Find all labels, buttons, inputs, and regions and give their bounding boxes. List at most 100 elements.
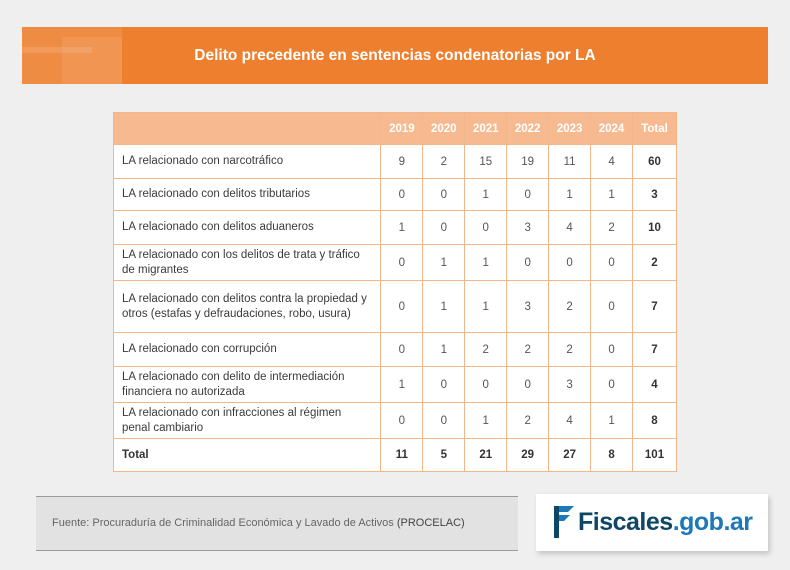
cell-value: 0 (506, 244, 550, 281)
banner-decoration (22, 27, 122, 84)
cell-value: 9 (380, 144, 424, 179)
total-value: 8 (590, 438, 634, 472)
header-year: 2019 (380, 112, 424, 145)
cell-value: 1 (380, 210, 424, 245)
row-total: 60 (632, 144, 677, 179)
table-row: LA relacionado con corrupción 0 1 2 2 2 … (112, 332, 677, 367)
table-row: LA relacionado con infracciones al régim… (112, 402, 677, 439)
fiscales-logo[interactable]: Fiscales.gob.ar (536, 494, 768, 551)
row-total: 7 (632, 332, 677, 367)
cell-value: 0 (464, 366, 508, 403)
row-label: LA relacionado con delitos tributarios (112, 178, 382, 211)
table-total-row: Total 11 5 21 29 27 8 101 (112, 438, 677, 472)
cell-value: 2 (548, 280, 592, 333)
table-row: LA relacionado con narcotráfico 9 2 15 1… (112, 144, 677, 179)
cell-value: 0 (590, 332, 634, 367)
cell-value: 0 (380, 244, 424, 281)
cell-value: 1 (548, 178, 592, 211)
cell-value: 11 (548, 144, 592, 179)
total-value: 11 (380, 438, 424, 472)
cell-value: 0 (590, 280, 634, 333)
cell-value: 1 (464, 178, 508, 211)
logo-text: Fiscales.gob.ar (578, 494, 753, 551)
table-row: LA relacionado con delitos tributarios 0… (112, 178, 677, 211)
row-total: 10 (632, 210, 677, 245)
cell-value: 0 (506, 178, 550, 211)
cell-value: 0 (464, 210, 508, 245)
cell-value: 0 (422, 210, 466, 245)
fiscales-flag-icon (554, 506, 574, 538)
cell-value: 0 (548, 244, 592, 281)
sentences-table: 2019 2020 2021 2022 2023 2024 Total LA r… (112, 112, 677, 472)
total-label: Total (112, 438, 382, 472)
row-total: 4 (632, 366, 677, 403)
cell-value: 0 (506, 366, 550, 403)
cell-value: 4 (548, 210, 592, 245)
source-text: Fuente: Procuraduría de Criminalidad Eco… (52, 497, 465, 550)
header-year: 2020 (422, 112, 466, 145)
header-year: 2024 (590, 112, 634, 145)
table-row: LA relacionado con delitos aduaneros 1 0… (112, 210, 677, 245)
cell-value: 2 (464, 332, 508, 367)
cell-value: 3 (548, 366, 592, 403)
source-note: Fuente: Procuraduría de Criminalidad Eco… (36, 496, 518, 551)
table-row: LA relacionado con los delitos de trata … (112, 244, 677, 281)
source-label: Fuente: Procuraduría de Criminalidad Eco… (52, 517, 394, 529)
row-label: LA relacionado con corrupción (112, 332, 382, 367)
cell-value: 0 (380, 178, 424, 211)
cell-value: 3 (506, 280, 550, 333)
page-title: Delito precedente en sentencias condenat… (194, 47, 596, 64)
cell-value: 0 (422, 366, 466, 403)
cell-value: 1 (464, 280, 508, 333)
cell-value: 2 (506, 402, 550, 439)
cell-value: 1 (422, 244, 466, 281)
cell-value: 0 (422, 402, 466, 439)
title-banner: Delito precedente en sentencias condenat… (22, 27, 768, 84)
cell-value: 1 (464, 402, 508, 439)
cell-value: 1 (590, 178, 634, 211)
cell-value: 1 (422, 332, 466, 367)
banner-decoration (62, 37, 122, 84)
total-value: 27 (548, 438, 592, 472)
row-total: 8 (632, 402, 677, 439)
cell-value: 2 (548, 332, 592, 367)
cell-value: 1 (590, 402, 634, 439)
cell-value: 1 (464, 244, 508, 281)
cell-value: 19 (506, 144, 550, 179)
cell-value: 0 (380, 402, 424, 439)
table-header-row: 2019 2020 2021 2022 2023 2024 Total (112, 112, 677, 145)
cell-value: 2 (590, 210, 634, 245)
banner-decoration (22, 47, 92, 53)
table-row: LA relacionado con delitos contra la pro… (112, 280, 677, 333)
logo-domain: .gob.ar (672, 508, 753, 536)
row-total: 7 (632, 280, 677, 333)
cell-value: 0 (590, 366, 634, 403)
row-label: LA relacionado con los delitos de trata … (112, 244, 382, 281)
logo-name: Fiscales (578, 508, 673, 536)
header-year: 2021 (464, 112, 508, 145)
total-value: 29 (506, 438, 550, 472)
cell-value: 2 (422, 144, 466, 179)
cell-value: 0 (380, 332, 424, 367)
row-label: LA relacionado con delitos aduaneros (112, 210, 382, 245)
cell-value: 4 (590, 144, 634, 179)
table-row: LA relacionado con delito de intermediac… (112, 366, 677, 403)
cell-value: 2 (506, 332, 550, 367)
cell-value: 3 (506, 210, 550, 245)
row-total: 3 (632, 178, 677, 211)
cell-value: 15 (464, 144, 508, 179)
cell-value: 0 (422, 178, 466, 211)
total-value: 5 (422, 438, 466, 472)
row-label: LA relacionado con infracciones al régim… (112, 402, 382, 439)
cell-value: 0 (380, 280, 424, 333)
total-value: 21 (464, 438, 508, 472)
cell-value: 4 (548, 402, 592, 439)
row-label: LA relacionado con delito de intermediac… (112, 366, 382, 403)
header-year: 2022 (506, 112, 550, 145)
cell-value: 0 (590, 244, 634, 281)
grand-total: 101 (632, 438, 677, 472)
header-total: Total (632, 112, 677, 145)
cell-value: 1 (380, 366, 424, 403)
header-empty (112, 112, 382, 145)
source-abbreviation: (PROCELAC) (396, 517, 465, 529)
